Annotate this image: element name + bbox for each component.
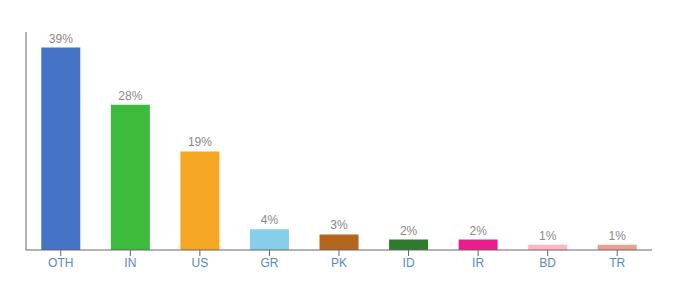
svg-text:28%: 28% — [118, 89, 142, 103]
svg-text:OTH: OTH — [48, 256, 73, 270]
svg-text:3%: 3% — [330, 218, 348, 232]
svg-text:IR: IR — [472, 256, 484, 270]
svg-text:1%: 1% — [609, 229, 627, 243]
svg-text:IN: IN — [124, 256, 136, 270]
svg-text:2%: 2% — [469, 224, 487, 238]
svg-text:4%: 4% — [261, 213, 279, 227]
svg-text:PK: PK — [331, 256, 347, 270]
svg-text:19%: 19% — [188, 135, 212, 149]
svg-text:2%: 2% — [400, 224, 418, 238]
svg-text:TR: TR — [609, 256, 625, 270]
svg-text:GR: GR — [260, 256, 278, 270]
svg-text:ID: ID — [403, 256, 415, 270]
svg-text:39%: 39% — [49, 32, 73, 46]
svg-text:1%: 1% — [539, 229, 557, 243]
svg-text:BD: BD — [539, 256, 556, 270]
svg-text:US: US — [192, 256, 209, 270]
